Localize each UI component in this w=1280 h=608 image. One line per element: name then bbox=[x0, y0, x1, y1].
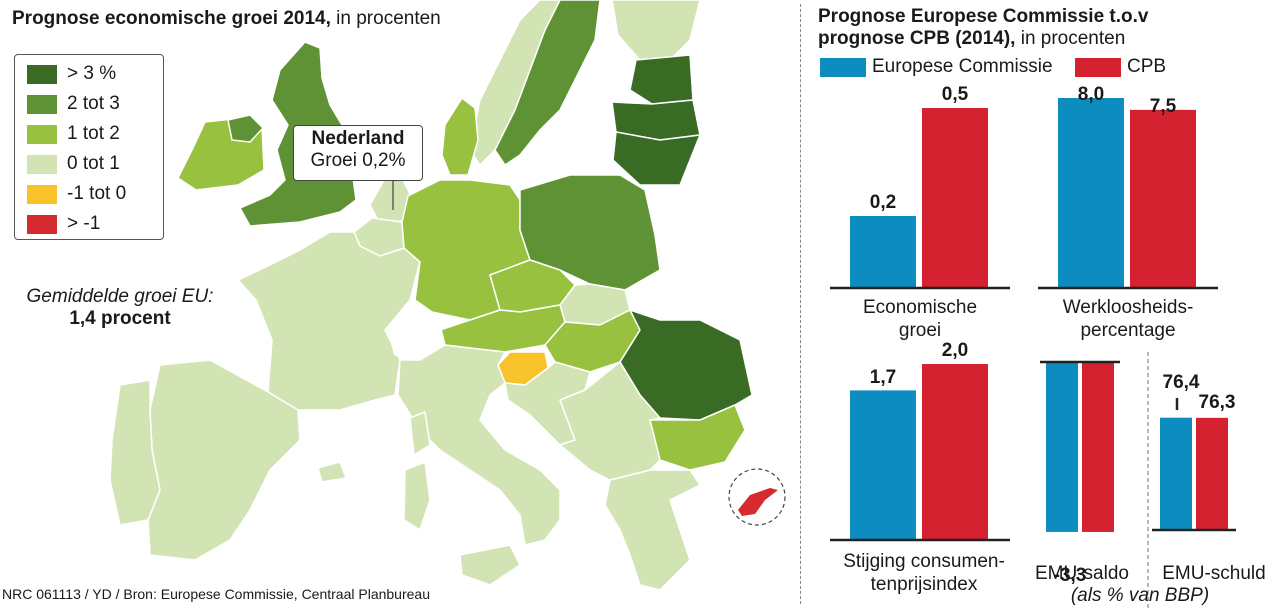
map-region-finland bbox=[611, 0, 701, 63]
legend-swatch bbox=[27, 124, 57, 144]
map-region-sweden bbox=[494, 0, 601, 166]
category-label: EMU-schuld bbox=[1162, 563, 1266, 584]
data-label: 2,0 bbox=[941, 340, 969, 361]
callout-value: Groei 0,2% bbox=[310, 150, 406, 171]
data-label: 0,5 bbox=[941, 84, 969, 105]
legend-swatch bbox=[27, 184, 57, 204]
data-label: 1,7 bbox=[869, 367, 897, 388]
map-region-greece bbox=[604, 469, 701, 591]
eu-average: Gemiddelde groei EU: 1,4 procent bbox=[10, 286, 230, 330]
legend-swatch bbox=[27, 214, 57, 234]
panel-divider bbox=[800, 4, 801, 604]
map-region-portugal bbox=[109, 379, 161, 526]
bar-cpb bbox=[1196, 417, 1228, 530]
chart-legend-cpb: CPB bbox=[1075, 56, 1166, 78]
data-label: 76,4 bbox=[1162, 372, 1200, 393]
category-label: Stijging consumen- bbox=[843, 551, 1005, 572]
map-region-sardinia bbox=[403, 461, 431, 531]
legend-label: > 3 % bbox=[67, 63, 117, 84]
eu-average-label: Gemiddelde groei EU: bbox=[26, 286, 214, 307]
chart-footnote: (als % van BBP) bbox=[1070, 585, 1210, 606]
data-label: 0,2 bbox=[869, 192, 897, 213]
map-region-estonia bbox=[629, 54, 694, 105]
map-title-rest: in procenten bbox=[330, 8, 441, 29]
bar-ec bbox=[1046, 362, 1078, 532]
eu-average-value: 1,4 procent bbox=[69, 308, 171, 329]
category-label: Werkloosheids- bbox=[1062, 297, 1194, 318]
chart-title-line1: Prognose Europese Commissie t.o.v bbox=[818, 6, 1149, 27]
legend-label: -1 tot 0 bbox=[67, 183, 127, 204]
map-region-balearics bbox=[317, 461, 347, 483]
map-title-bold: Prognose economische groei 2014, bbox=[12, 8, 331, 29]
map-region-bulgaria bbox=[649, 404, 746, 471]
data-label: -3,3 bbox=[1053, 565, 1087, 586]
map-region-denmark bbox=[441, 97, 479, 176]
legend-label: > -1 bbox=[67, 213, 101, 234]
legend-label: 2 tot 3 bbox=[67, 93, 120, 114]
chart-legend-ec: Europese Commissie bbox=[820, 56, 1053, 78]
legend-swatch bbox=[27, 154, 57, 174]
legend-swatch-cpb bbox=[1075, 57, 1121, 77]
category-label: percentage bbox=[1080, 320, 1176, 341]
map-region-lithuania bbox=[612, 131, 701, 186]
legend-label-cpb: CPB bbox=[1127, 56, 1167, 77]
legend-item: 1 tot 2 bbox=[27, 122, 120, 146]
chart-title-rest: in procenten bbox=[1015, 28, 1126, 49]
map-title: Prognose economische groei 2014, in proc… bbox=[12, 8, 441, 30]
bar-ec bbox=[1160, 417, 1192, 530]
legend-item: 2 tot 3 bbox=[27, 92, 120, 116]
bar-cpb bbox=[1130, 109, 1196, 288]
legend-label: 1 tot 2 bbox=[67, 123, 120, 144]
category-label: tenprijsindex bbox=[870, 574, 978, 595]
category-label: EMU-saldo bbox=[1035, 563, 1129, 584]
map-region-poland bbox=[519, 174, 661, 291]
data-label: 76,3 bbox=[1198, 392, 1236, 413]
map-region-northern-ireland bbox=[227, 114, 264, 143]
bar-ec bbox=[850, 390, 916, 540]
chart-title-line2: prognose CPB (2014), bbox=[818, 28, 1016, 49]
legend-item: > 3 % bbox=[27, 62, 116, 86]
category-label: groei bbox=[898, 320, 942, 341]
map-region-sicily bbox=[459, 544, 521, 586]
bar-cpb bbox=[922, 364, 988, 540]
map-region-france bbox=[237, 231, 421, 411]
legend-swatch-ec bbox=[820, 57, 866, 77]
bar-ec bbox=[850, 216, 916, 288]
bar-chart bbox=[830, 98, 1236, 608]
legend-swatch bbox=[27, 94, 57, 114]
data-label: 7,5 bbox=[1149, 96, 1177, 117]
data-label: 8,0 bbox=[1077, 84, 1105, 105]
bar-cpb bbox=[922, 108, 988, 288]
callout-title: Nederland bbox=[311, 128, 405, 149]
map-region-corsica bbox=[409, 411, 431, 456]
netherlands-callout: Nederland Groei 0,2% bbox=[293, 125, 423, 181]
legend-label: 0 tot 1 bbox=[67, 153, 120, 174]
chart-title: Prognose Europese Commissie t.o.v progno… bbox=[818, 6, 1148, 50]
map-region-balkans bbox=[559, 361, 661, 481]
map-region-cyprus bbox=[738, 488, 778, 516]
legend-label-ec: Europese Commissie bbox=[872, 56, 1053, 77]
map-legend: > 3 % 2 tot 3 1 tot 2 0 tot 1 -1 tot 0 >… bbox=[14, 54, 164, 240]
legend-item: -1 tot 0 bbox=[27, 182, 126, 206]
bar-cpb bbox=[1082, 362, 1114, 532]
map-region-italy bbox=[397, 344, 561, 546]
legend-item: 0 tot 1 bbox=[27, 152, 120, 176]
source-credit: NRC 061113 / YD / Bron: Europese Commiss… bbox=[2, 586, 430, 602]
legend-item: > -1 bbox=[27, 212, 100, 236]
category-label: Economische bbox=[862, 297, 978, 318]
cyprus-inset-circle bbox=[728, 468, 786, 526]
legend-swatch bbox=[27, 64, 57, 84]
bar-ec bbox=[1058, 98, 1124, 288]
